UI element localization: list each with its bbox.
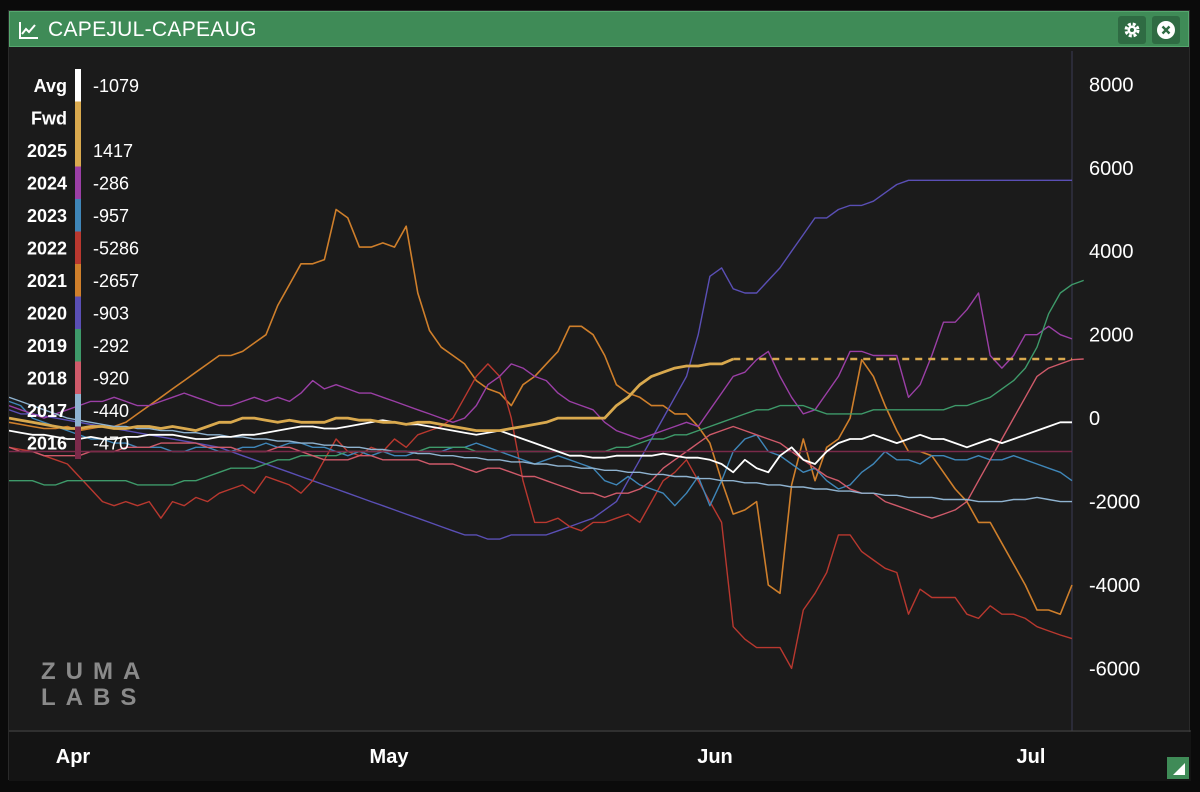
y-tick-label: 0 bbox=[1089, 408, 1100, 430]
legend-item-2023[interactable]: 2023 -957 bbox=[27, 199, 129, 232]
legend-item-2025[interactable]: 2025 1417 bbox=[27, 134, 133, 167]
legend-name: 2022 bbox=[27, 239, 67, 259]
series-line-avg bbox=[9, 419, 1072, 474]
x-tick-label: Jul bbox=[1017, 746, 1046, 768]
legend-name: 2020 bbox=[27, 304, 67, 324]
legend-item-2020[interactable]: 2020 -903 bbox=[27, 296, 129, 330]
resize-handle-icon[interactable] bbox=[1167, 757, 1189, 779]
legend-name: Avg bbox=[34, 76, 67, 96]
legend-item-2021[interactable]: 2021 -2657 bbox=[27, 264, 139, 297]
legend-value: -957 bbox=[93, 206, 129, 226]
legend-item-2016[interactable]: 2016 -470 bbox=[27, 426, 129, 460]
legend-name: 2019 bbox=[27, 336, 67, 356]
logo-line-2: LABS bbox=[41, 684, 147, 711]
legend-value: -292 bbox=[93, 336, 129, 356]
series-line-2021 bbox=[9, 208, 1073, 616]
y-tick-label: 2000 bbox=[1089, 325, 1134, 347]
legend-item-2019[interactable]: 2019 -292 bbox=[27, 329, 129, 362]
line-chart: Avg -1079 Fwd 2025 1417 2024 -286 2023 -957 2022 -… bbox=[9, 51, 1191, 781]
legend-value: -920 bbox=[93, 369, 129, 389]
legend-value: -286 bbox=[93, 174, 129, 194]
legend-swatch bbox=[75, 199, 81, 232]
close-button[interactable] bbox=[1152, 16, 1180, 44]
series-line-2024 bbox=[9, 292, 1073, 440]
legend-name: Fwd bbox=[31, 109, 67, 129]
legend-item-2018[interactable]: 2018 -920 bbox=[27, 361, 129, 395]
x-tick-label: May bbox=[370, 746, 410, 768]
legend-item-fwd[interactable]: Fwd bbox=[31, 101, 81, 135]
series-line-2018 bbox=[9, 358, 1084, 519]
x-tick-label: Jun bbox=[697, 746, 733, 768]
legend-swatch bbox=[75, 296, 81, 329]
y-tick-label: -2000 bbox=[1089, 492, 1140, 514]
legend-swatch bbox=[75, 394, 81, 427]
chart-window: CAPEJUL-CAPEAUG Avg -1079 Fwd 2025 1417 2024 -… bbox=[8, 10, 1191, 781]
legend-item-avg[interactable]: Avg -1079 bbox=[34, 69, 139, 102]
legend-name: 2025 bbox=[27, 141, 67, 161]
series-line-2019 bbox=[9, 279, 1084, 486]
legend-swatch bbox=[75, 101, 81, 134]
legend-value: 1417 bbox=[93, 141, 133, 161]
series-line-2023 bbox=[9, 400, 1073, 507]
y-tick-label: -4000 bbox=[1089, 575, 1140, 597]
title-bar: CAPEJUL-CAPEAUG bbox=[9, 11, 1189, 47]
series-line-2022 bbox=[9, 363, 1073, 670]
y-tick-label: 4000 bbox=[1089, 241, 1134, 263]
legend-value: -5286 bbox=[93, 239, 139, 259]
series-line-2017 bbox=[9, 396, 1072, 503]
legend-name: 2023 bbox=[27, 206, 67, 226]
legend-value: -2657 bbox=[93, 271, 139, 291]
y-tick-label: 6000 bbox=[1089, 158, 1134, 180]
legend-value: -1079 bbox=[93, 76, 139, 96]
legend-swatch bbox=[75, 329, 81, 362]
legend-swatch bbox=[75, 264, 81, 297]
legend-swatch bbox=[75, 134, 81, 167]
legend-swatch bbox=[75, 166, 81, 199]
legend-name: 2024 bbox=[27, 174, 67, 194]
settings-button[interactable] bbox=[1118, 16, 1146, 44]
y-tick-label: -6000 bbox=[1089, 658, 1140, 680]
series-line-2020 bbox=[9, 179, 1072, 540]
legend-value: -470 bbox=[93, 434, 129, 454]
legend-swatch bbox=[75, 426, 81, 459]
line-chart-icon bbox=[19, 22, 38, 39]
legend-item-2024[interactable]: 2024 -286 bbox=[27, 166, 129, 200]
logo-line-1: ZUMA bbox=[41, 658, 151, 685]
legend-name: 2021 bbox=[27, 271, 67, 291]
legend-swatch bbox=[75, 231, 81, 264]
x-tick-label: Apr bbox=[56, 746, 91, 768]
legend-value: -903 bbox=[93, 304, 129, 324]
legend-swatch bbox=[75, 361, 81, 394]
legend-value: -440 bbox=[93, 401, 129, 421]
legend-name: 2018 bbox=[27, 369, 67, 389]
legend-item-2022[interactable]: 2022 -5286 bbox=[27, 231, 139, 265]
window-title: CAPEJUL-CAPEAUG bbox=[48, 18, 257, 41]
legend-item-2017[interactable]: 2017 -440 bbox=[27, 394, 129, 427]
zuma-labs-logo: ZUMA LABS bbox=[41, 659, 150, 711]
legend-swatch bbox=[75, 69, 81, 102]
series-line-2025 bbox=[9, 357, 734, 433]
y-tick-label: 8000 bbox=[1089, 74, 1134, 96]
legend-name: 2016 bbox=[27, 434, 67, 454]
close-icon bbox=[1157, 21, 1175, 39]
legend-name: 2017 bbox=[27, 401, 67, 421]
gear-icon bbox=[1124, 22, 1140, 38]
